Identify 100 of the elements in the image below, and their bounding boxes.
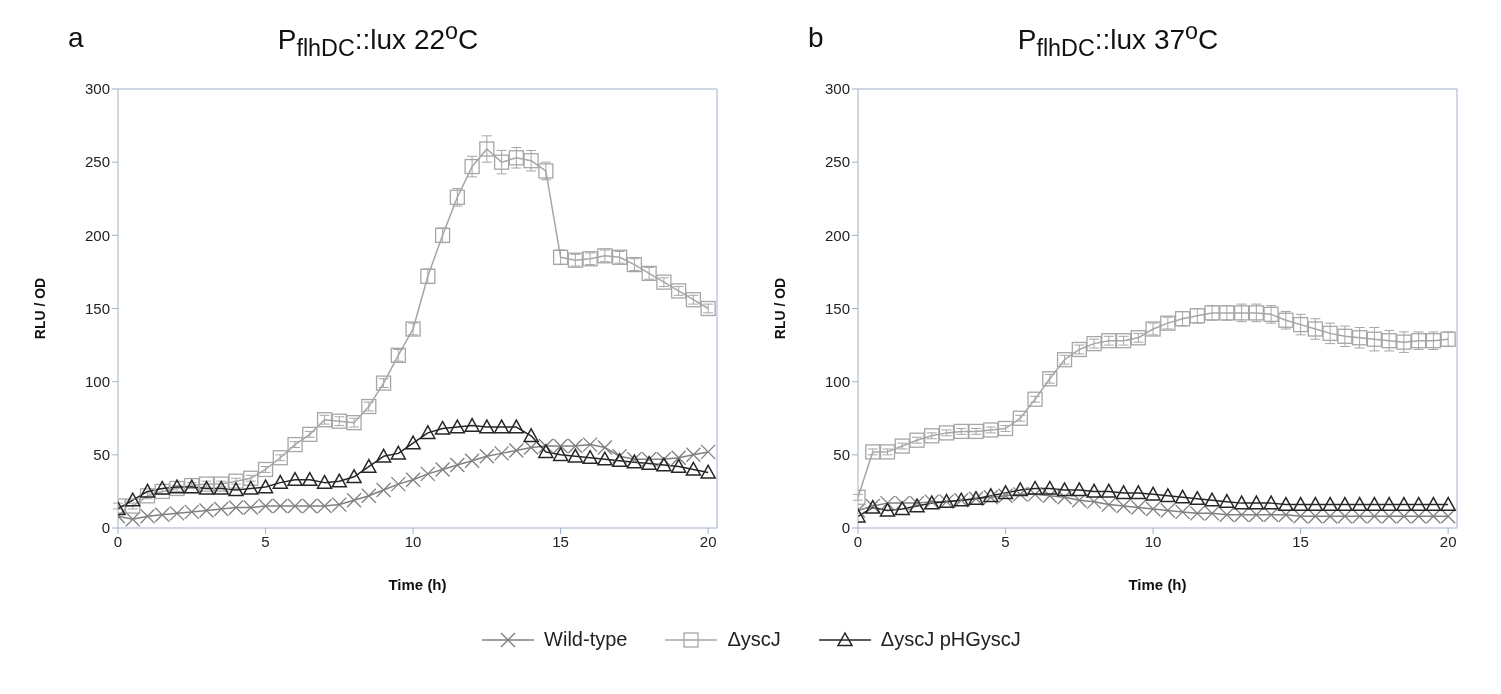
point bbox=[346, 469, 362, 484]
point bbox=[1071, 482, 1088, 497]
point bbox=[968, 423, 984, 440]
point bbox=[1145, 486, 1161, 501]
point bbox=[1233, 495, 1250, 510]
point bbox=[257, 461, 274, 478]
y-tick-label: 50 bbox=[93, 446, 110, 464]
point bbox=[1337, 496, 1353, 511]
x-tick-label: 10 bbox=[404, 532, 422, 550]
point bbox=[1263, 495, 1279, 510]
point bbox=[434, 420, 451, 435]
point bbox=[154, 483, 170, 500]
point bbox=[1381, 333, 1397, 349]
point bbox=[228, 482, 244, 497]
point bbox=[894, 501, 911, 516]
point bbox=[302, 426, 318, 442]
point bbox=[997, 485, 1014, 500]
y-tick-label: 300 bbox=[824, 80, 850, 98]
y-tick-label: 0 bbox=[841, 519, 850, 537]
point bbox=[656, 457, 672, 472]
y-tick-label: 0 bbox=[101, 519, 110, 537]
legend-label: ΔyscJ pHGyscJ bbox=[880, 628, 1021, 651]
point bbox=[139, 483, 156, 498]
y-tick-label: 50 bbox=[833, 446, 850, 464]
point bbox=[331, 473, 348, 488]
y-axis-title: RLU / OD bbox=[771, 277, 788, 340]
x-tick-label: 5 bbox=[1001, 532, 1010, 550]
point bbox=[1219, 493, 1235, 509]
point bbox=[700, 464, 716, 479]
legend-label: Wild-type bbox=[544, 628, 628, 651]
point bbox=[1204, 492, 1220, 507]
point bbox=[1292, 496, 1309, 511]
point bbox=[1337, 328, 1353, 344]
point bbox=[1248, 495, 1265, 510]
point bbox=[316, 474, 333, 489]
point bbox=[1174, 489, 1191, 504]
y-tick-label: 250 bbox=[84, 153, 110, 171]
y-tick-label: 200 bbox=[84, 226, 110, 244]
point bbox=[1351, 496, 1368, 511]
x-tick-label: 15 bbox=[552, 532, 569, 550]
point bbox=[1278, 496, 1294, 511]
point bbox=[582, 450, 598, 465]
point bbox=[287, 471, 303, 487]
point bbox=[597, 451, 613, 466]
point bbox=[924, 428, 940, 444]
point bbox=[1027, 391, 1043, 407]
point bbox=[1027, 480, 1043, 495]
point bbox=[938, 425, 955, 441]
point bbox=[1012, 410, 1028, 426]
point bbox=[1381, 496, 1397, 511]
point bbox=[228, 473, 244, 489]
point bbox=[361, 458, 377, 473]
point bbox=[243, 470, 259, 486]
point bbox=[272, 474, 289, 489]
point bbox=[198, 480, 215, 495]
point bbox=[523, 428, 539, 443]
point bbox=[420, 425, 436, 440]
point bbox=[894, 438, 910, 454]
point bbox=[1307, 496, 1324, 511]
point bbox=[1189, 490, 1206, 506]
point bbox=[1086, 483, 1102, 498]
x-tick-label: 0 bbox=[853, 532, 863, 550]
x-axis-title: Time (h) bbox=[388, 576, 447, 593]
point bbox=[125, 492, 141, 507]
text: b bbox=[808, 22, 824, 54]
point bbox=[611, 452, 628, 468]
point bbox=[390, 445, 407, 460]
point bbox=[997, 420, 1014, 437]
x-tick-label: 15 bbox=[1292, 532, 1309, 550]
point bbox=[449, 419, 466, 434]
point bbox=[567, 448, 584, 463]
point bbox=[287, 436, 303, 453]
point bbox=[1042, 480, 1058, 495]
chart-title: P$_{flhDC}$::lux 37$^{o}$C bbox=[1017, 18, 1219, 61]
point bbox=[879, 444, 896, 460]
point bbox=[154, 480, 171, 495]
point bbox=[1115, 485, 1132, 500]
point bbox=[1425, 496, 1442, 511]
x-axis-title: Time (h) bbox=[1128, 576, 1187, 593]
y-tick-label: 250 bbox=[824, 153, 850, 171]
point bbox=[479, 141, 495, 157]
point bbox=[1322, 496, 1338, 511]
point bbox=[909, 432, 925, 448]
y-tick-label: 300 bbox=[84, 80, 110, 98]
point bbox=[685, 461, 702, 476]
y-tick-label: 100 bbox=[824, 372, 850, 390]
x-tick-label: 20 bbox=[1439, 532, 1457, 550]
y-tick-label: 200 bbox=[824, 226, 850, 244]
point bbox=[405, 435, 421, 450]
point bbox=[538, 444, 554, 459]
point bbox=[1410, 496, 1427, 511]
point bbox=[139, 488, 156, 504]
point bbox=[272, 450, 288, 466]
point bbox=[213, 480, 230, 495]
chart-title: P$_{flhDC}$::lux 22$^{o}$C bbox=[277, 18, 479, 61]
point bbox=[493, 154, 510, 170]
point bbox=[1366, 496, 1383, 511]
point bbox=[552, 447, 569, 462]
point bbox=[125, 498, 141, 514]
point bbox=[1130, 485, 1147, 500]
